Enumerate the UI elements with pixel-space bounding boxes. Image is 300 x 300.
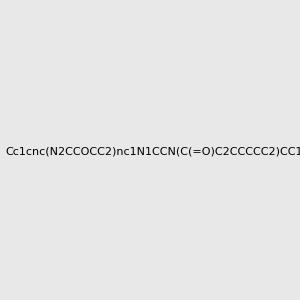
- Text: Cc1cnc(N2CCOCC2)nc1N1CCN(C(=O)C2CCCCC2)CC1: Cc1cnc(N2CCOCC2)nc1N1CCN(C(=O)C2CCCCC2)C…: [5, 146, 300, 157]
